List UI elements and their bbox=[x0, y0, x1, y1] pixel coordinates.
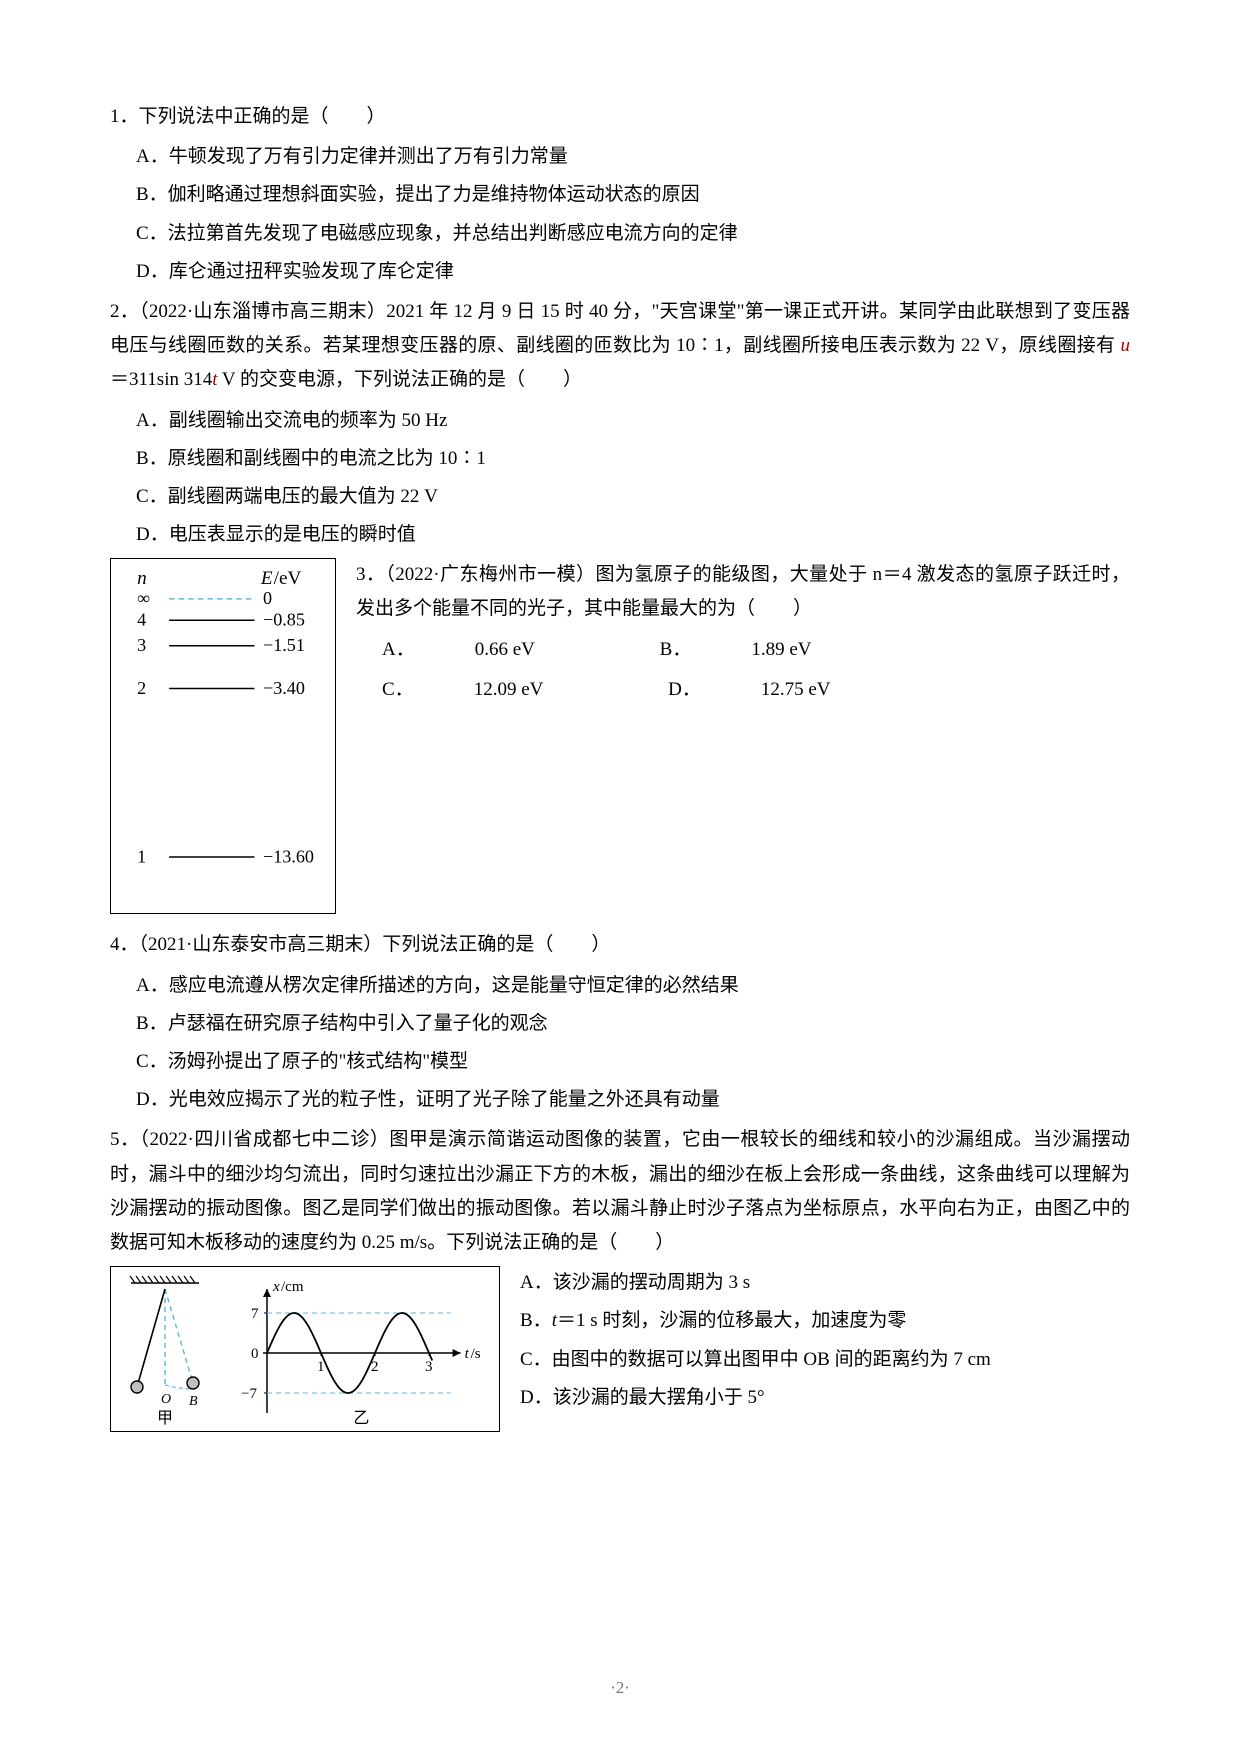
svg-text:乙: 乙 bbox=[353, 1410, 369, 1425]
q2-choice-c: C．副线圈两端电压的最大值为 22 V bbox=[136, 480, 1130, 514]
q2-stem-2: ＝311sin 314 bbox=[110, 369, 212, 390]
q1-choice-d: D．库仑通过扭秤实验发现了库仑定律 bbox=[136, 255, 1130, 289]
q3-choice-b: B．1.89 eV bbox=[660, 639, 872, 660]
svg-text:0: 0 bbox=[263, 588, 272, 608]
q4-choice-a: A．感应电流遵从楞次定律所描述的方向，这是能量守恒定律的必然结果 bbox=[136, 969, 1130, 1003]
svg-text:t: t bbox=[465, 1346, 470, 1362]
q1-choice-a: A．牛顿发现了万有引力定律并测出了万有引力常量 bbox=[136, 140, 1130, 174]
q2-choice-b: B．原线圈和副线圈中的电流之比为 10∶1 bbox=[136, 442, 1130, 476]
page-footer: ·2· bbox=[0, 1673, 1240, 1704]
q2-stem-4: 的交变电源，下列说法正确的是（ ） bbox=[235, 369, 582, 390]
svg-text:/s: /s bbox=[471, 1346, 481, 1362]
pendulum-diagram: O B 甲 bbox=[121, 1275, 231, 1425]
q2-choice-d: D．电压表显示的是电压的瞬时值 bbox=[136, 518, 1130, 552]
q5-stem: （2022·四川省成都七中二诊）图甲是演示简谐运动图像的装置，它由一根较长的细线… bbox=[110, 1129, 1130, 1253]
q4-choice-c: C．汤姆孙提出了原子的"核式结构"模型 bbox=[136, 1045, 1130, 1079]
wave-chart: x/cmt/s70−7123乙 bbox=[231, 1275, 481, 1425]
svg-text:B: B bbox=[189, 1394, 198, 1409]
svg-text:4: 4 bbox=[137, 610, 146, 630]
q4-choice-b: B．卢瑟福在研究原子结构中引入了量子化的观念 bbox=[136, 1007, 1130, 1041]
q1-number: 1． bbox=[110, 106, 139, 127]
svg-text:/eV: /eV bbox=[274, 569, 302, 589]
svg-text:0: 0 bbox=[251, 1346, 259, 1362]
svg-text:O: O bbox=[161, 1392, 171, 1407]
q3-figure: n E/eV ∞ 0 4 −0.85 3 −1.51 2 −3.40 1 −13.60 bbox=[110, 558, 336, 914]
svg-text:−3.40: −3.40 bbox=[263, 678, 305, 698]
q1-choices: A．牛顿发现了万有引力定律并测出了万有引力常量 B．伽利略通过理想斜面实验，提出… bbox=[136, 140, 1130, 289]
svg-text:3: 3 bbox=[425, 1359, 433, 1375]
q1-stem: 下列说法中正确的是（ ） bbox=[139, 106, 386, 127]
svg-text:1: 1 bbox=[317, 1359, 325, 1375]
q4-choices: A．感应电流遵从楞次定律所描述的方向，这是能量守恒定律的必然结果 B．卢瑟福在研… bbox=[136, 969, 1130, 1118]
svg-text:−7: −7 bbox=[241, 1386, 257, 1402]
svg-text:1: 1 bbox=[137, 847, 146, 867]
q3-number: 3． bbox=[356, 564, 385, 585]
q2-number: 2． bbox=[110, 301, 139, 322]
svg-text:E: E bbox=[260, 569, 273, 589]
q5-figure: OB甲 x/cmt/s70−7123乙 bbox=[110, 1266, 500, 1432]
q3-choice-a: A．0.66 eV bbox=[382, 639, 595, 660]
q2-stem-3: V bbox=[218, 369, 236, 390]
q2-choices: A．副线圈输出交流电的频率为 50 Hz B．原线圈和副线圈中的电流之比为 10… bbox=[136, 404, 1130, 553]
svg-text:−1.51: −1.51 bbox=[263, 635, 305, 655]
q5-choices: A．该沙漏的摆动周期为 3 s B．t＝1 s 时刻，沙漏的位移最大，加速度为零… bbox=[520, 1266, 1130, 1415]
q4-number: 4． bbox=[110, 934, 139, 955]
q2-choice-a: A．副线圈输出交流电的频率为 50 Hz bbox=[136, 404, 1130, 438]
q3-choices-row2: C．12.09 eV D．12.75 eV bbox=[382, 673, 1130, 707]
q4-choice-d: D．光电效应揭示了光的粒子性，证明了光子除了能量之外还具有动量 bbox=[136, 1083, 1130, 1117]
svg-text:3: 3 bbox=[137, 635, 146, 655]
svg-text:甲: 甲 bbox=[157, 1410, 173, 1425]
q5-choice-a: A．该沙漏的摆动周期为 3 s bbox=[520, 1266, 1130, 1300]
q5-number: 5． bbox=[110, 1129, 140, 1150]
svg-text:n: n bbox=[137, 569, 147, 589]
svg-text:2: 2 bbox=[137, 678, 146, 698]
q5-choice-b: B．t＝1 s 时刻，沙漏的位移最大，加速度为零 bbox=[520, 1304, 1130, 1338]
q5-choice-d: D．该沙漏的最大摆角小于 5° bbox=[520, 1381, 1130, 1415]
svg-text:−13.60: −13.60 bbox=[263, 847, 314, 867]
svg-text:x: x bbox=[272, 1279, 280, 1295]
svg-text:/cm: /cm bbox=[281, 1279, 304, 1295]
svg-text:−0.85: −0.85 bbox=[263, 610, 305, 630]
energy-level-diagram: n E/eV ∞ 0 4 −0.85 3 −1.51 2 −3.40 1 −13.60 bbox=[123, 569, 323, 889]
q2-var-u: u bbox=[1121, 335, 1131, 356]
q3-choice-d: D．12.75 eV bbox=[668, 679, 890, 700]
q5-choice-c: C．由图中的数据可以算出图甲中 OB 间的距离约为 7 cm bbox=[520, 1343, 1130, 1377]
svg-text:∞: ∞ bbox=[137, 588, 150, 608]
q3-choices-row1: A．0.66 eV B．1.89 eV bbox=[382, 633, 1130, 667]
q1-choice-c: C．法拉第首先发现了电磁感应现象，并总结出判断感应电流方向的定律 bbox=[136, 217, 1130, 251]
q1-choice-b: B．伽利略通过理想斜面实验，提出了力是维持物体运动状态的原因 bbox=[136, 178, 1130, 212]
q3-stem: （2022·广东梅州市一模）图为氢原子的能级图，大量处于 n＝4 激发态的氢原子… bbox=[356, 564, 1130, 619]
q4-stem: （2021·山东泰安市高三期末）下列说法正确的是（ ） bbox=[139, 934, 611, 955]
q3-choice-c: C．12.09 eV bbox=[382, 679, 603, 700]
svg-text:7: 7 bbox=[251, 1306, 259, 1322]
q2-stem-1: （2022·山东淄博市高三期末）2021 年 12 月 9 日 15 时 40 … bbox=[110, 301, 1130, 356]
